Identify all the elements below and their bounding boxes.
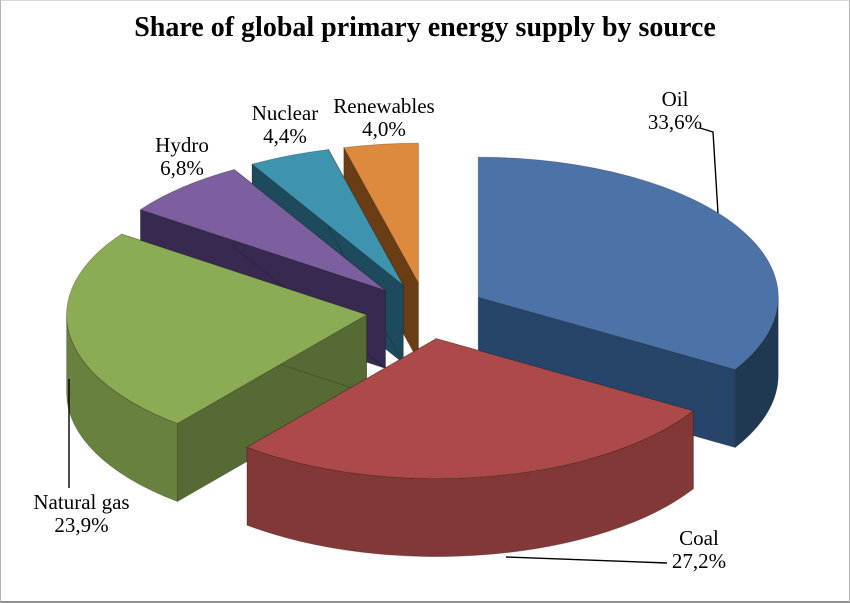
label-nuclear: Nuclear 4,4% [230, 102, 340, 148]
label-hydro-name: Hydro [155, 133, 209, 157]
leader-line-oil [699, 127, 719, 214]
chart-title: Share of global primary energy supply by… [134, 12, 716, 43]
label-renewables-value: 4,0% [362, 117, 406, 141]
label-oil: Oil 33,6% [615, 88, 735, 134]
slice-top-face [343, 142, 419, 284]
label-renewables: Renewables 4,0% [314, 95, 454, 141]
label-oil-value: 33,6% [647, 110, 703, 134]
slice-top-face [251, 149, 404, 286]
label-coal: Coal 27,2% [644, 527, 754, 573]
label-hydro: Hydro 6,8% [127, 134, 237, 180]
label-natural-gas-value: 23,9% [54, 513, 109, 537]
pie-slice-coal [246, 338, 694, 557]
label-nuclear-value: 4,4% [263, 124, 307, 148]
slice-top-face [140, 169, 386, 291]
label-nuclear-name: Nuclear [251, 101, 319, 125]
pie-slice-natural-gas [66, 233, 367, 502]
label-oil-name: Oil [661, 87, 689, 111]
leader-line-coal [505, 556, 668, 564]
label-natural-gas: Natural gas 23,9% [9, 491, 154, 537]
label-natural-gas-name: Natural gas [33, 490, 130, 514]
label-renewables-name: Renewables [333, 94, 435, 118]
slice-top-face [477, 156, 779, 370]
slice-top-face [66, 233, 367, 424]
label-hydro-value: 6,8% [160, 156, 204, 180]
label-coal-name: Coal [679, 526, 719, 550]
label-coal-value: 27,2% [671, 549, 727, 573]
slice-top-face [246, 338, 694, 479]
